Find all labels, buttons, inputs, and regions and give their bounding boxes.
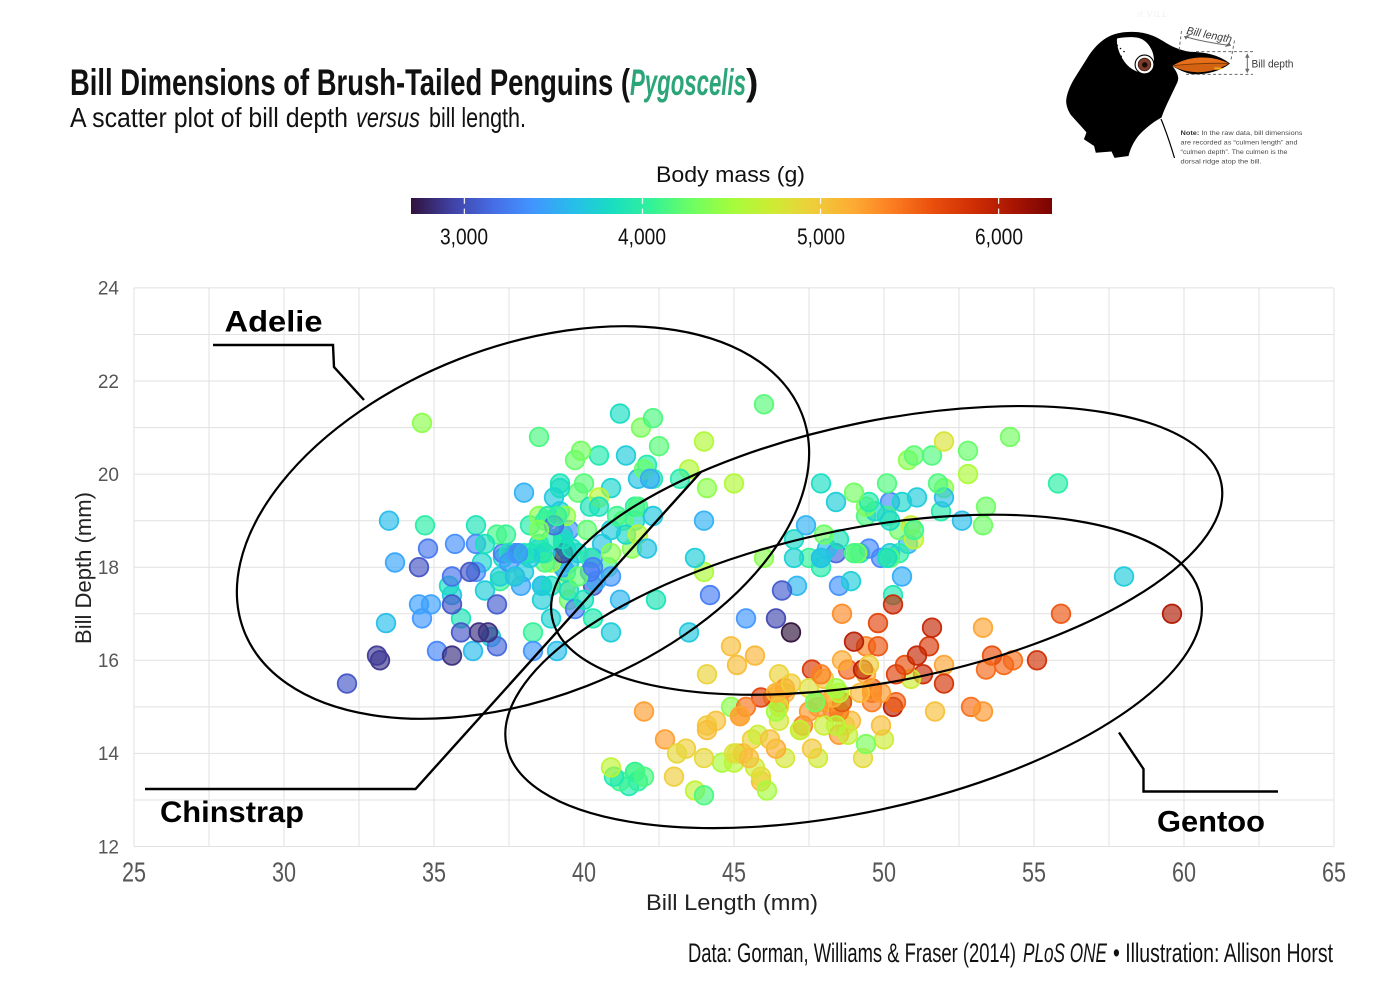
svg-text:12: 12: [98, 837, 119, 858]
svg-text:Chinstrap: Chinstrap: [160, 796, 304, 829]
svg-text:55: 55: [1022, 857, 1046, 888]
svg-text:5,000: 5,000: [797, 224, 845, 250]
svg-text:Adelie: Adelie: [225, 306, 323, 339]
svg-text:60: 60: [1172, 857, 1196, 888]
svg-text:40: 40: [572, 857, 596, 888]
svg-text:Bill Dimensions of Brush-Taile: Bill Dimensions of Brush-Tailed Penguins…: [70, 62, 631, 103]
svg-text:bill length.: bill length.: [429, 102, 526, 133]
svg-text:20: 20: [98, 465, 119, 486]
svg-text:22: 22: [98, 372, 119, 393]
svg-text:Bill depth: Bill depth: [1252, 59, 1294, 71]
svg-text:Pygoscelis: Pygoscelis: [630, 62, 746, 103]
svg-text:45: 45: [722, 857, 746, 888]
svg-text:16: 16: [98, 651, 119, 672]
svg-text:25: 25: [122, 857, 146, 888]
svg-text:35: 35: [422, 857, 446, 888]
svg-text:Data: Gorman, Williams & Frase: Data: Gorman, Williams & Fraser (2014): [688, 938, 1016, 968]
svg-text:Note: In the raw data, bill di: Note: In the raw data, bill dimensions: [1181, 130, 1304, 137]
svg-text:6,000: 6,000: [975, 224, 1023, 250]
svg-text:3,000: 3,000: [440, 224, 488, 250]
svg-text:4,000: 4,000: [618, 224, 666, 250]
svg-text:A scatter plot of bill depth: A scatter plot of bill depth: [70, 102, 348, 133]
svg-text:Bill Depth (mm): Bill Depth (mm): [71, 492, 96, 644]
svg-text:): ): [746, 62, 758, 103]
svg-text:24: 24: [98, 279, 120, 300]
svg-text:• Illustration: Allison Horst: • Illustration: Allison Horst: [1113, 938, 1333, 968]
svg-text:50: 50: [872, 857, 896, 888]
svg-text:Gentoo: Gentoo: [1157, 806, 1265, 839]
svg-text:are recorded as “culmen length: are recorded as “culmen length” and: [1181, 140, 1298, 147]
svg-text:14: 14: [98, 744, 120, 765]
svg-text:Bill Length (mm): Bill Length (mm): [646, 890, 818, 915]
svg-text:dorsal ridge atop the bill.: dorsal ridge atop the bill.: [1181, 159, 1262, 166]
svg-text:versus: versus: [356, 102, 420, 133]
svg-text:“culmen depth”. The culmen is: “culmen depth”. The culmen is the: [1181, 149, 1288, 156]
svg-text:30: 30: [272, 857, 296, 888]
svg-text:Body mass (g): Body mass (g): [656, 162, 805, 187]
svg-text:18: 18: [98, 558, 119, 579]
svg-text:PLoS ONE: PLoS ONE: [1023, 938, 1108, 968]
svg-text:65: 65: [1322, 857, 1346, 888]
svg-text:it VILL: it VILL: [1137, 10, 1167, 19]
